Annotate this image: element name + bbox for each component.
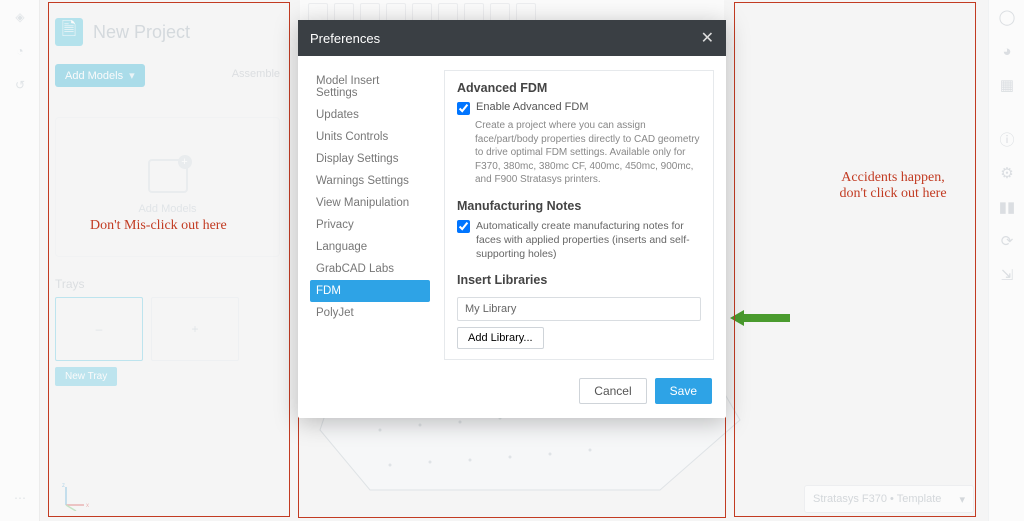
manufacturing-notes-heading: Manufacturing Notes bbox=[457, 199, 701, 213]
svg-text:z: z bbox=[62, 483, 65, 489]
right-rail: ◯ ◕ ▦ ⓘ ⚙ ▮▮ ⟳ ⇲ bbox=[988, 0, 1024, 521]
assemble-link[interactable]: Assemble bbox=[232, 68, 280, 80]
nav-units[interactable]: Units Controls bbox=[310, 126, 430, 148]
preferences-modal: Preferences ✕ Model Insert Settings Upda… bbox=[298, 20, 726, 418]
auto-notes-label: Automatically create manufacturing notes… bbox=[476, 219, 701, 262]
nav-fdm[interactable]: FDM bbox=[310, 280, 430, 302]
tray-1[interactable]: – bbox=[55, 297, 143, 361]
enable-advanced-fdm-checkbox[interactable] bbox=[457, 102, 470, 115]
add-models-label: Add Models bbox=[65, 70, 123, 82]
new-project-header: 🗎 New Project bbox=[55, 18, 280, 46]
chevron-down-icon: ▾ bbox=[129, 69, 135, 82]
printer-label: Stratasys F370 • Template bbox=[813, 493, 941, 505]
view-orbit-icon[interactable]: ◯ bbox=[989, 0, 1024, 34]
advanced-fdm-heading: Advanced FDM bbox=[457, 81, 701, 95]
nav-warnings[interactable]: Warnings Settings bbox=[310, 170, 430, 192]
nav-privacy[interactable]: Privacy bbox=[310, 214, 430, 236]
view-perspective-icon[interactable]: ◕ bbox=[989, 34, 1024, 68]
tray-row: – + bbox=[55, 297, 280, 361]
slice-icon[interactable]: ▮▮ bbox=[989, 190, 1024, 224]
modal-title: Preferences bbox=[310, 31, 380, 46]
svg-text:x: x bbox=[86, 503, 89, 509]
printer-select[interactable]: Stratasys F370 • Template ▾ bbox=[804, 485, 974, 513]
gear-icon[interactable]: ⚙ bbox=[989, 156, 1024, 190]
insert-libraries-heading: Insert Libraries bbox=[457, 273, 701, 287]
annotation-text-left: Don't Mis-click out here bbox=[90, 218, 227, 234]
advanced-fdm-description: Create a project where you can assign fa… bbox=[475, 119, 701, 187]
enable-advanced-fdm-label: Enable Advanced FDM bbox=[476, 101, 589, 113]
trays-label: Trays bbox=[55, 277, 280, 291]
export-icon[interactable]: ⇲ bbox=[989, 258, 1024, 292]
axes-indicator: z x bbox=[60, 483, 92, 511]
modal-footer: Cancel Save bbox=[298, 370, 726, 418]
auto-notes-checkbox[interactable] bbox=[457, 220, 470, 233]
nav-view-manipulation[interactable]: View Manipulation bbox=[310, 192, 430, 214]
preferences-content: Advanced FDM Enable Advanced FDM Create … bbox=[444, 70, 714, 360]
add-model-icon bbox=[148, 159, 188, 193]
nav-model-insert[interactable]: Model Insert Settings bbox=[310, 70, 430, 104]
cancel-button[interactable]: Cancel bbox=[579, 378, 646, 404]
settings-bottom-icon[interactable]: ⋯ bbox=[0, 481, 40, 515]
clock-icon[interactable]: ◔ bbox=[0, 34, 40, 68]
drop-zone-label: Add Models bbox=[138, 203, 196, 215]
new-tray-button[interactable]: New Tray bbox=[55, 367, 117, 386]
nav-grabcad-labs[interactable]: GrabCAD Labs bbox=[310, 258, 430, 280]
add-models-button[interactable]: Add Models ▾ bbox=[55, 64, 145, 87]
modal-header: Preferences ✕ bbox=[298, 20, 726, 56]
tray-add[interactable]: + bbox=[151, 297, 239, 361]
nav-display[interactable]: Display Settings bbox=[310, 148, 430, 170]
add-library-button[interactable]: Add Library... bbox=[457, 327, 544, 349]
view-grid-icon[interactable]: ▦ bbox=[989, 68, 1024, 102]
project-icon: 🗎 bbox=[55, 18, 83, 46]
left-rail: ◈ ◔ ↺ ⋯ bbox=[0, 0, 40, 521]
history-icon[interactable]: ↺ bbox=[0, 68, 40, 102]
nav-updates[interactable]: Updates bbox=[310, 104, 430, 126]
models-drop-zone[interactable]: Add Models bbox=[55, 117, 280, 257]
nav-language[interactable]: Language bbox=[310, 236, 430, 258]
library-name-input[interactable] bbox=[457, 297, 701, 321]
cube-icon[interactable]: ◈ bbox=[0, 0, 40, 34]
preferences-nav: Model Insert Settings Updates Units Cont… bbox=[310, 70, 430, 360]
arrow-annotation bbox=[730, 308, 790, 328]
annotation-text-right: Accidents happen, don't click out here bbox=[838, 170, 948, 202]
project-panel: 🗎 New Project Add Models ▾ Assemble Add … bbox=[55, 18, 280, 386]
save-button[interactable]: Save bbox=[655, 378, 712, 404]
new-project-label: New Project bbox=[93, 22, 190, 43]
close-icon[interactable]: ✕ bbox=[701, 28, 714, 48]
chevron-down-icon: ▾ bbox=[959, 493, 965, 506]
info-icon[interactable]: ⓘ bbox=[989, 122, 1024, 156]
refresh-icon[interactable]: ⟳ bbox=[989, 224, 1024, 258]
nav-polyjet[interactable]: PolyJet bbox=[310, 302, 430, 324]
